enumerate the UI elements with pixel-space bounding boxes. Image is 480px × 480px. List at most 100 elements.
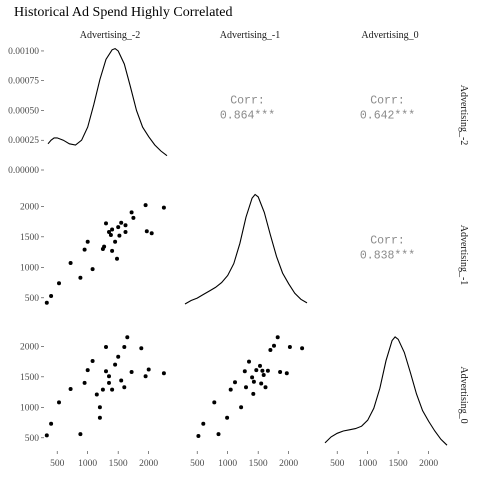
y-tick-label: 0.00050 <box>8 106 39 116</box>
scatter-point <box>242 369 247 374</box>
scatter-point <box>265 368 270 373</box>
scatter-point <box>272 343 276 348</box>
scatter-point <box>108 233 113 237</box>
scatter-point <box>251 379 256 384</box>
scatter-point <box>94 392 99 397</box>
scatter-point <box>97 415 102 420</box>
scatter-point <box>254 368 259 373</box>
scatter-point <box>275 335 280 340</box>
corr-value: 0.864*** <box>220 110 275 123</box>
y-tick-label: 0.00025 <box>8 136 39 146</box>
scatter-point <box>104 345 108 349</box>
scatter-point <box>117 233 122 238</box>
scatter-point <box>90 267 95 272</box>
scatter-point <box>144 229 149 234</box>
scatter-point <box>104 221 108 226</box>
scatter-point <box>113 362 118 367</box>
scatter-point <box>247 359 251 364</box>
y-tick-label: 0.00100 <box>8 47 39 57</box>
scatter-point <box>244 385 248 390</box>
x-tick-label: 2000 <box>139 459 158 469</box>
scatter-point <box>161 205 166 210</box>
scatter-point <box>263 385 268 390</box>
x-tick-label: 500 <box>330 459 345 469</box>
density-curve-advertising-0 <box>324 336 448 446</box>
density-curve-advertising-1 <box>184 193 308 305</box>
scatter-point <box>49 294 54 298</box>
row-strip-advertising-2: Advertising_-2 <box>458 85 469 146</box>
corr-value: 0.642*** <box>360 110 415 123</box>
x-tick-label: 1000 <box>78 459 97 469</box>
scatter-point <box>258 363 262 368</box>
scatter-point <box>284 371 289 376</box>
scatter-point <box>78 432 83 437</box>
scatter-point <box>260 368 265 373</box>
scatter-point <box>85 368 90 373</box>
scatter-point <box>239 405 244 410</box>
corr-label: Corr: <box>230 95 265 108</box>
scatter-point <box>97 405 102 410</box>
scatter-point <box>125 335 130 340</box>
scatter-point <box>161 371 166 376</box>
scatter-point <box>78 275 83 280</box>
scatter-point <box>251 391 256 396</box>
scatter-point <box>225 415 230 420</box>
x-axis-ticks: 500 1000 1500 2000 500 1000 1500 2000 500 1000 150… <box>50 451 438 469</box>
scatter-point <box>82 380 87 385</box>
scatter-point <box>100 387 105 392</box>
scatter-point <box>146 367 151 372</box>
scatter-point <box>115 256 119 261</box>
x-tick-label: 1500 <box>249 459 268 469</box>
scatter-point <box>233 380 237 385</box>
y-tick-label: 500 <box>25 294 40 304</box>
scatter-point <box>129 210 134 215</box>
row-strip-advertising-0: Advertising_0 <box>458 366 469 423</box>
scatter-point <box>107 380 111 385</box>
y-tick-label: 2000 <box>20 202 39 212</box>
scatter-point <box>278 370 283 374</box>
corr-label: Corr: <box>370 235 405 248</box>
scatter-point <box>300 346 305 351</box>
scatter-panel-advertising-2-vs-advertising-0 <box>44 335 166 438</box>
density-curve-advertising-2 <box>47 47 168 157</box>
y-tick-label: 500 <box>25 434 40 444</box>
scatter-point <box>110 387 115 392</box>
x-tick-label: 2000 <box>419 459 438 469</box>
scatter-point <box>122 345 127 349</box>
column-strip-advertising-1: Advertising_-1 <box>220 30 281 41</box>
scatter-point <box>122 385 127 390</box>
scatter-point <box>123 230 128 234</box>
scatter-point <box>129 370 134 374</box>
scatter-point <box>107 374 111 379</box>
x-tick-label: 1000 <box>358 459 377 469</box>
column-strip-advertising-0: Advertising_0 <box>361 30 418 41</box>
scatter-point <box>107 230 111 234</box>
scatter-point <box>90 359 95 363</box>
scatter-point <box>287 345 292 349</box>
chart-title: Historical Ad Spend Highly Correlated <box>14 5 233 20</box>
y-tick-label: 0.00075 <box>8 77 39 87</box>
corr-label: Corr: <box>370 95 405 108</box>
scatter-point <box>102 244 107 249</box>
matrix-panels: Corr: 0.864*** Corr: 0.642*** Corr: 0.838*** <box>44 47 448 446</box>
x-tick-label: 1500 <box>109 459 128 469</box>
x-tick-label: 500 <box>50 459 65 469</box>
x-tick-label: 2000 <box>279 459 298 469</box>
scatter-point <box>68 261 73 265</box>
scatter-point <box>216 432 221 437</box>
scatter-point <box>259 381 264 386</box>
scatter-point <box>57 281 61 286</box>
scatter-point <box>139 346 144 351</box>
scatter-point <box>149 231 154 236</box>
scatter-point <box>110 227 115 232</box>
row-strip-advertising-1: Advertising_-1 <box>458 225 469 286</box>
scatter-point <box>110 248 115 253</box>
scatter-point <box>44 300 49 305</box>
scatter-point <box>143 203 148 208</box>
y-tick-label: 1500 <box>20 373 39 383</box>
scatter-point <box>44 433 49 438</box>
scatter-point <box>228 387 233 392</box>
scatter-point <box>131 215 136 220</box>
scatter-point <box>113 239 118 244</box>
scatter-point <box>85 239 90 244</box>
